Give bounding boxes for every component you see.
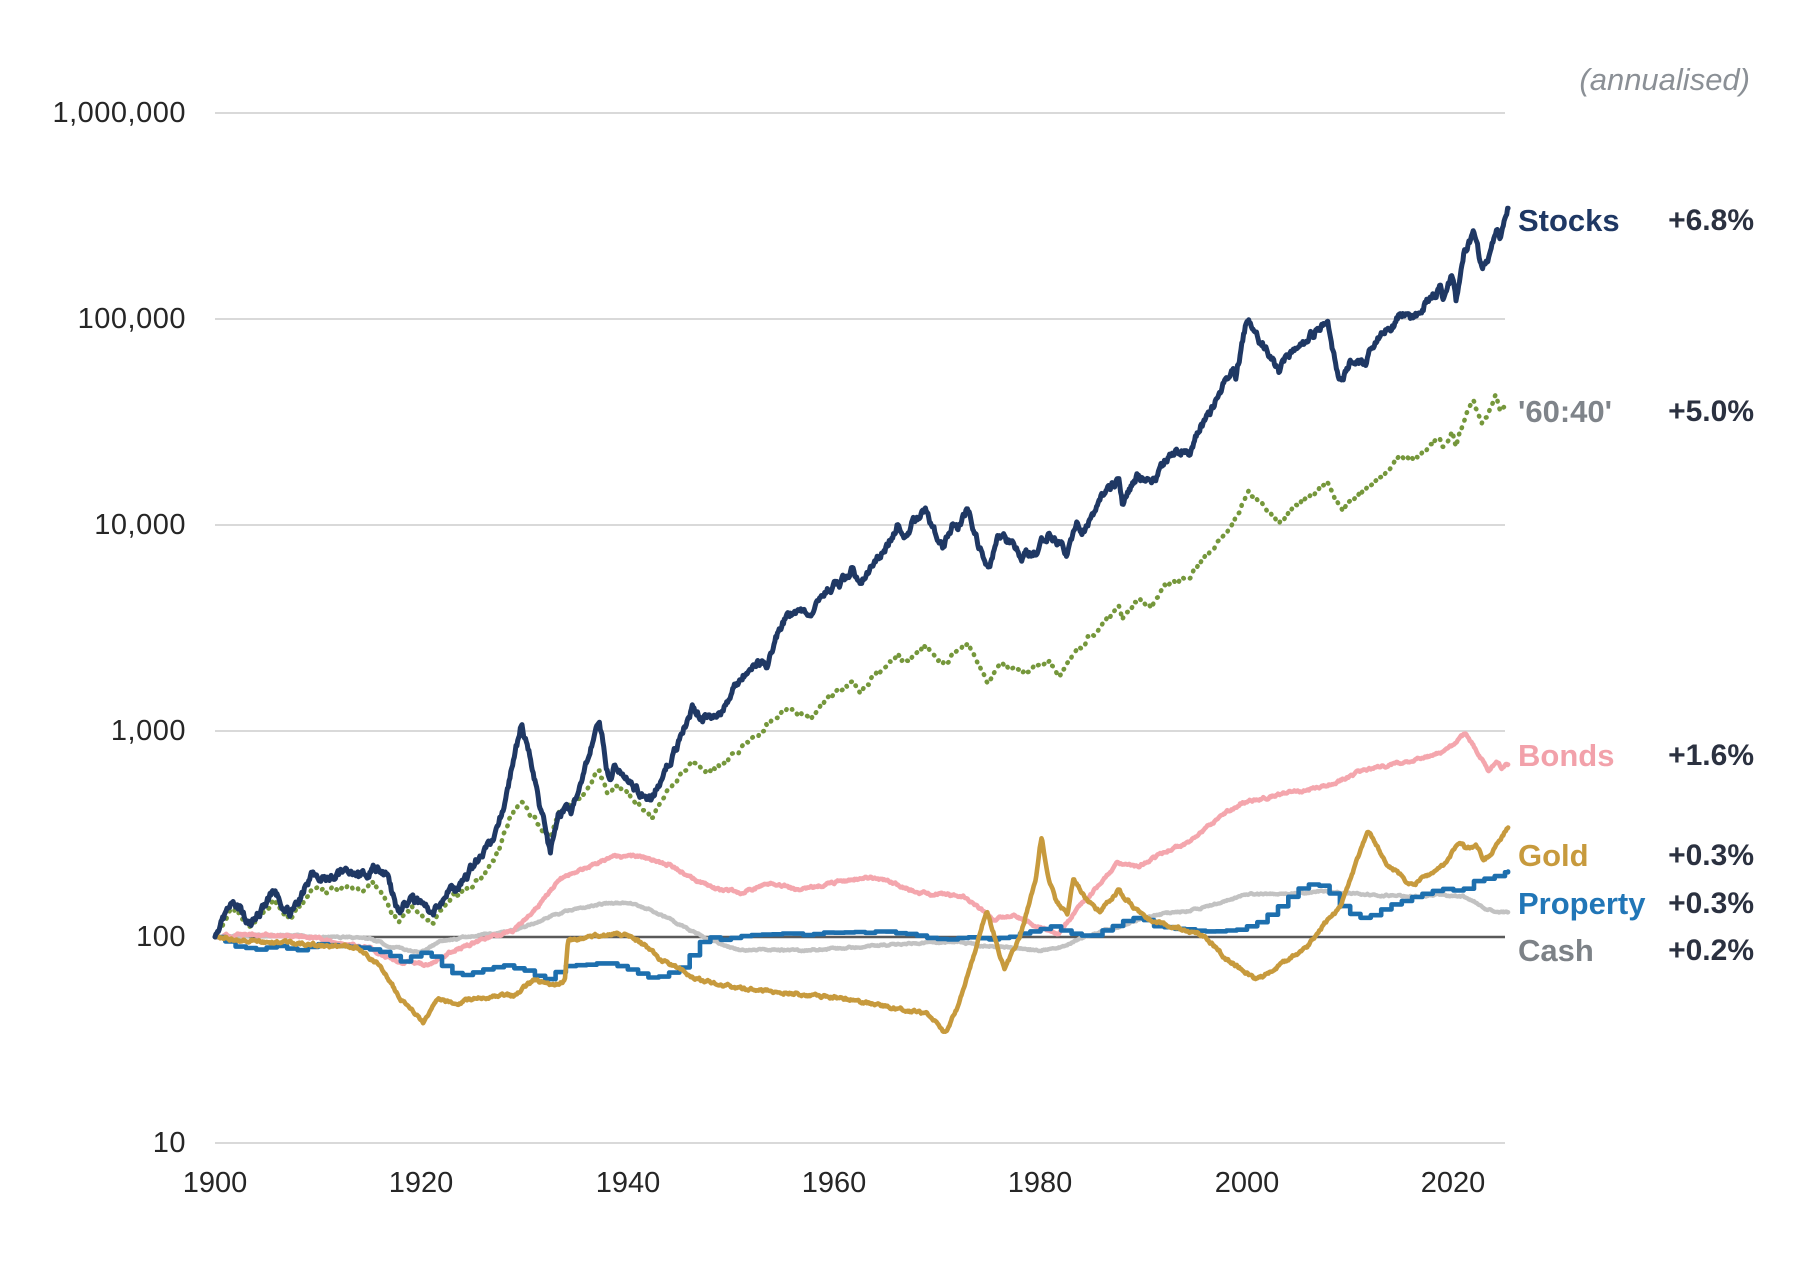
y-tick-1000: 1,000 [110, 715, 186, 747]
series-return-gold: +0.3% [1668, 839, 1754, 872]
series-label-6040: '60:40' [1518, 394, 1613, 429]
series-return-cash: +0.2% [1668, 934, 1754, 967]
y-tick-100: 100 [136, 921, 186, 953]
y-tick-1000000: 1,000,000 [52, 97, 186, 129]
series-return-stocks: +6.8% [1668, 204, 1754, 237]
series-return-6040: +5.0% [1668, 395, 1754, 428]
x-tick-2000: 2000 [1214, 1167, 1280, 1199]
series-return-property: +0.3% [1668, 887, 1754, 920]
x-tick-1920: 1920 [388, 1167, 454, 1199]
x-tick-2020: 2020 [1420, 1167, 1486, 1199]
y-tick-100000: 100,000 [77, 303, 186, 335]
series-label-gold: Gold [1518, 838, 1589, 873]
series-label-property: Property [1518, 886, 1646, 921]
x-tick-1900: 1900 [182, 1167, 248, 1199]
series-label-bonds: Bonds [1518, 738, 1615, 773]
y-tick-10: 10 [152, 1127, 186, 1159]
series-return-bonds: +1.6% [1668, 739, 1754, 772]
x-tick-1980: 1980 [1007, 1167, 1073, 1199]
annualised-note: (annualised) [1579, 62, 1750, 97]
series-label-cash: Cash [1518, 933, 1594, 968]
x-tick-1940: 1940 [595, 1167, 661, 1199]
series-label-stocks: Stocks [1518, 203, 1620, 238]
y-tick-10000: 10,000 [94, 509, 186, 541]
x-tick-1960: 1960 [801, 1167, 867, 1199]
